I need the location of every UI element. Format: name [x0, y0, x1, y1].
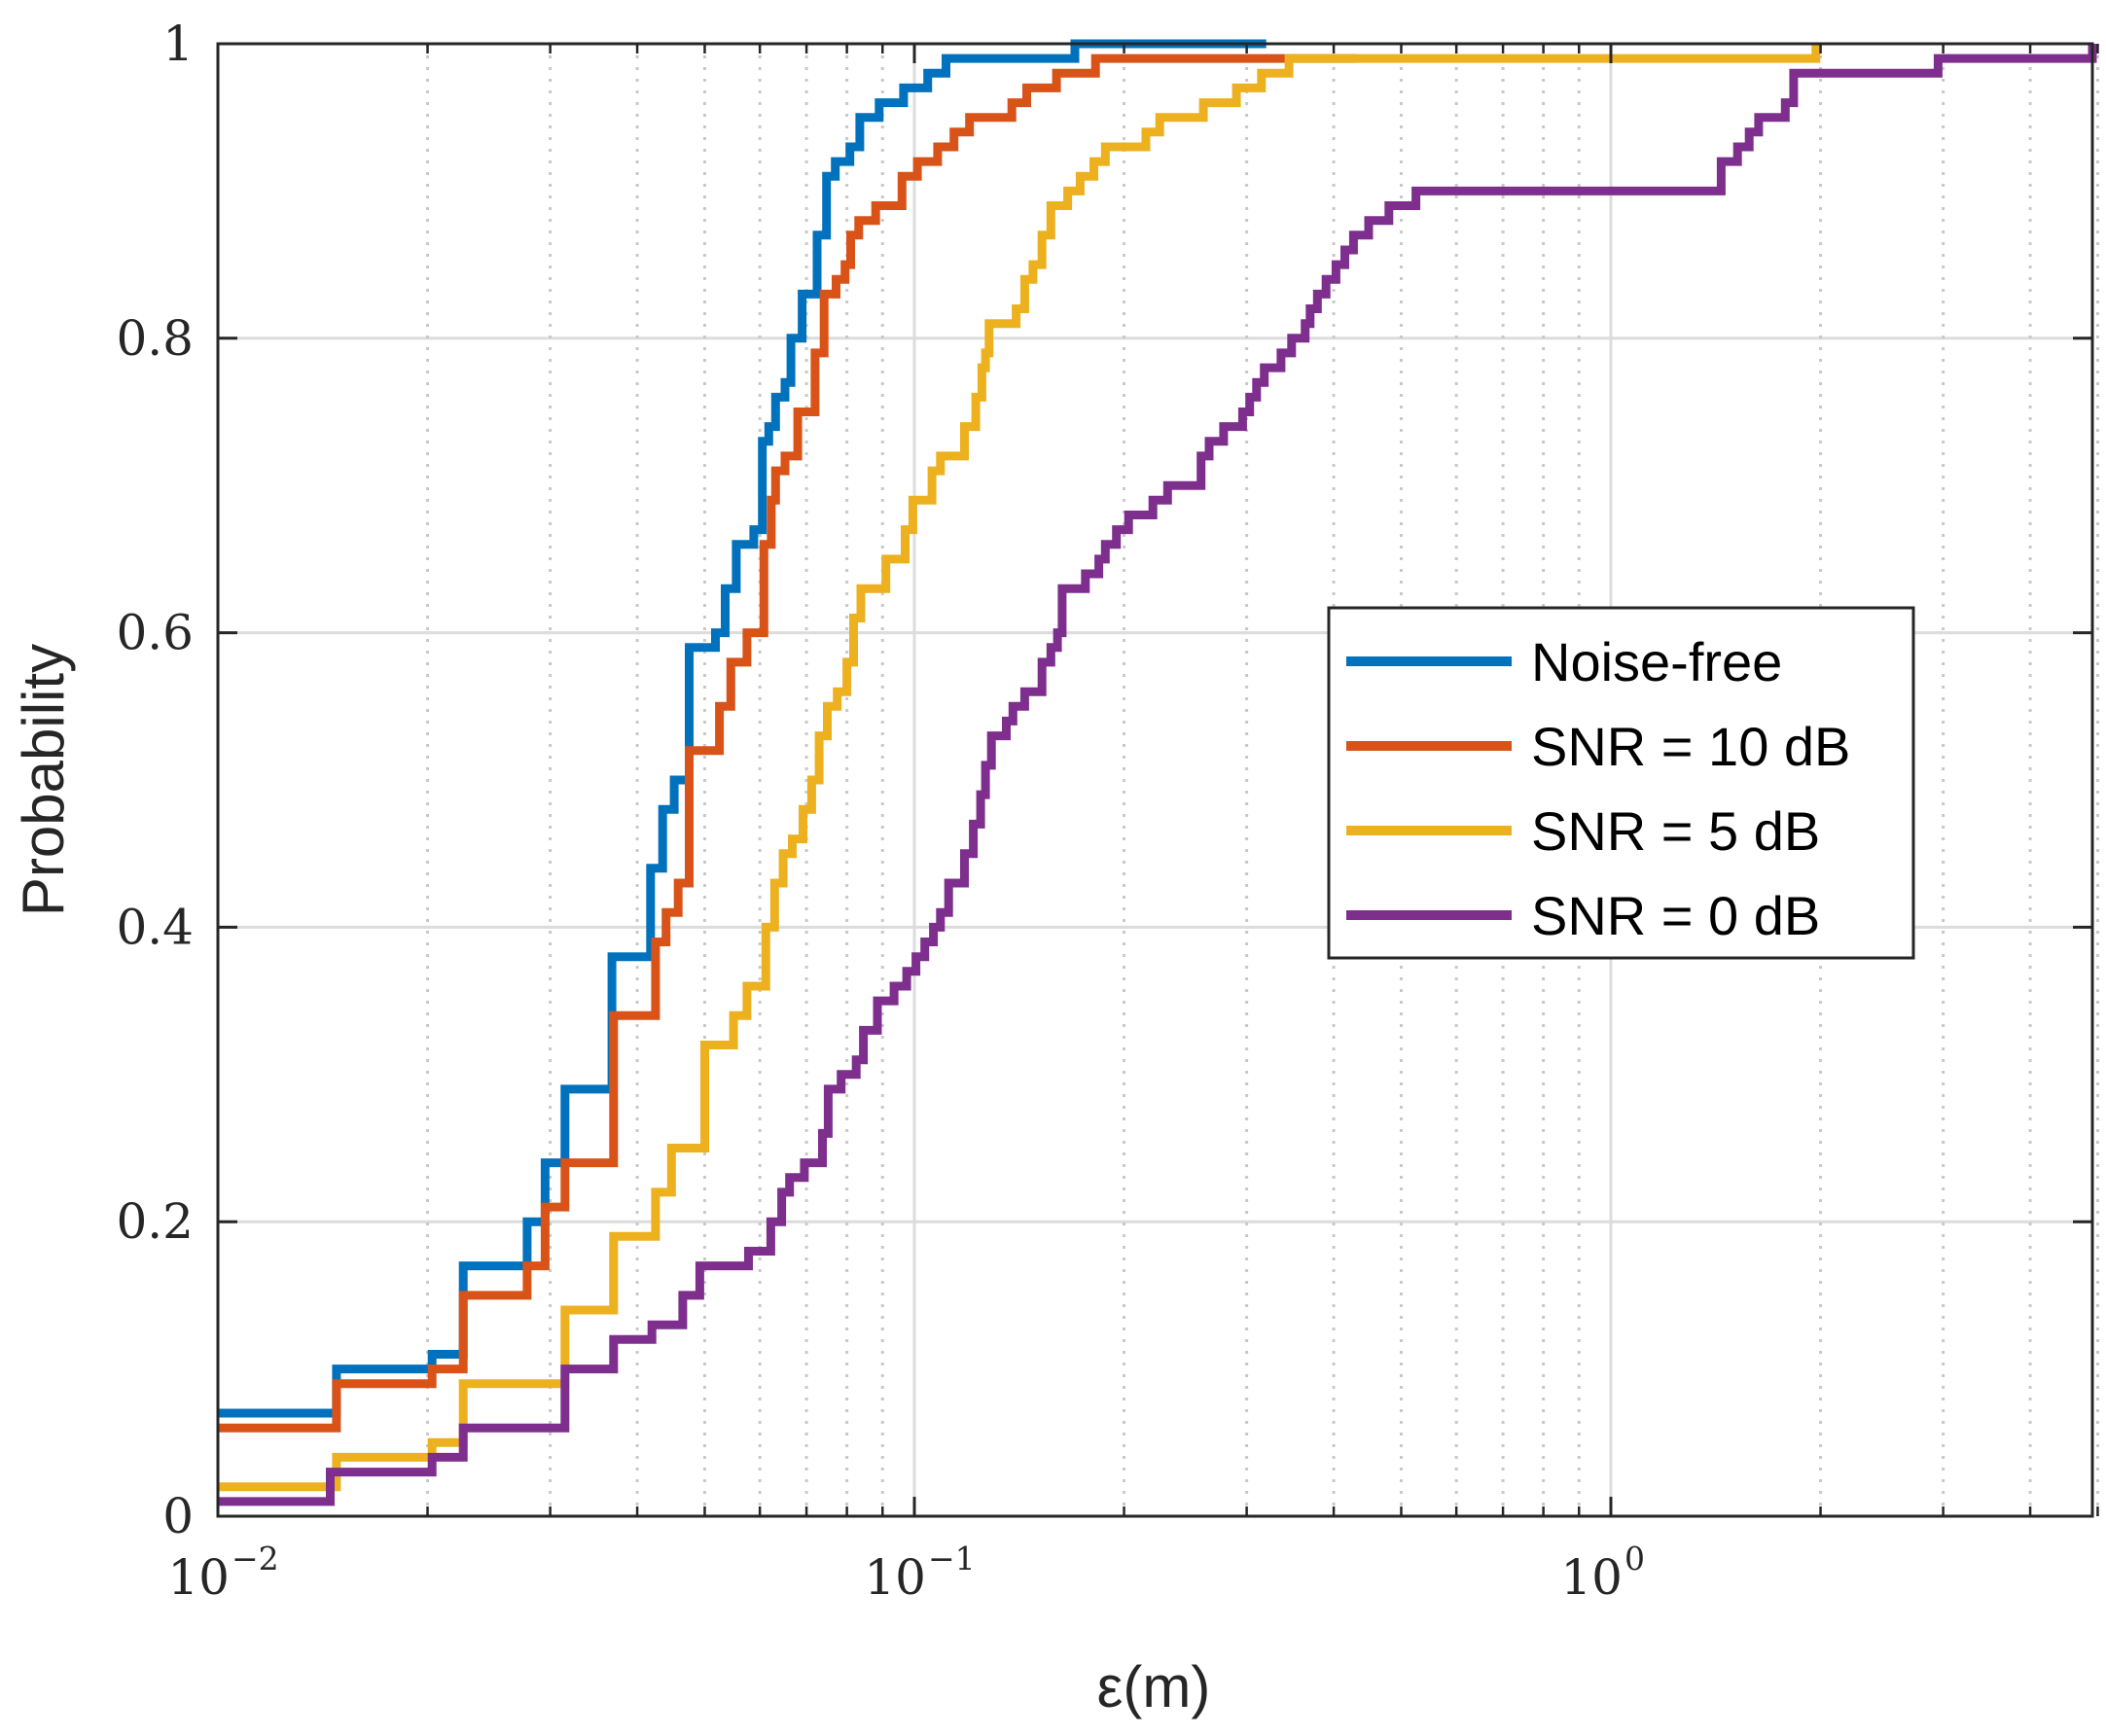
x-tick-label: 10 0 [1560, 1540, 1645, 1606]
x-tick-label: 10 −2 [167, 1540, 278, 1606]
y-tick-label: 0.4 [116, 899, 194, 955]
y-tick-label: 0.6 [116, 605, 194, 661]
x-tick-base: 10 [1560, 1549, 1623, 1606]
legend-label: Noise-free [1531, 631, 1782, 692]
x-tick-base: 10 [167, 1549, 230, 1606]
axis-ticks [216, 42, 2099, 1518]
x-tick-exponent: 0 [1624, 1540, 1645, 1577]
data-series [218, 39, 2097, 1506]
series-line [218, 53, 1356, 1433]
x-tick-labels: 10 −2 10 −1 10 0 [167, 1540, 1645, 1606]
x-tick-label: 10 −1 [864, 1540, 975, 1606]
plot-frame [216, 42, 2094, 1518]
legend-items: Noise-free SNR = 10 dB SNR = 5 dB SNR = 0 d… [1346, 631, 1850, 946]
y-tick-label: 0.8 [116, 310, 194, 367]
x-tick-exponent: −2 [232, 1540, 279, 1577]
legend: Noise-free SNR = 10 dB SNR = 5 dB SNR = 0 d… [1327, 606, 1915, 960]
y-axis-label: Probability [11, 644, 76, 916]
legend-label: SNR = 5 dB [1531, 800, 1820, 862]
x-tick-exponent: −1 [928, 1540, 976, 1577]
legend-label: SNR = 10 dB [1531, 716, 1850, 777]
x-tick-base: 10 [864, 1549, 926, 1606]
y-tick-labels: 0 0.2 0.4 0.6 0.8 1 [116, 16, 194, 1544]
legend-label: SNR = 0 dB [1531, 885, 1820, 946]
series-line [218, 44, 1821, 1492]
y-tick-label: 1 [162, 16, 194, 72]
y-tick-label: 0 [162, 1488, 194, 1544]
series-line [218, 39, 1267, 1418]
x-axis-label: ε(m) [1097, 1654, 1211, 1719]
series-line [218, 44, 2097, 1506]
y-tick-label: 0.2 [116, 1193, 194, 1250]
